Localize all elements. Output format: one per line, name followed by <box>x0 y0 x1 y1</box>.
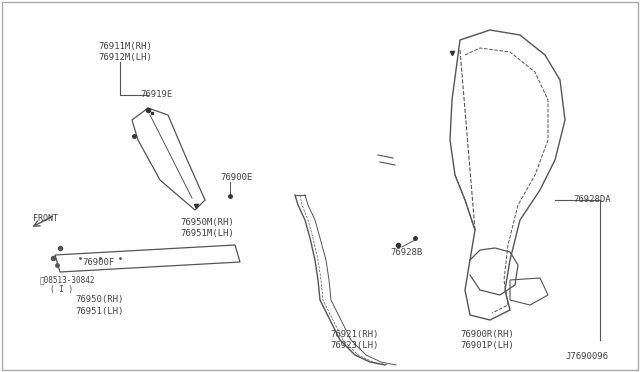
Text: 76951M(LH): 76951M(LH) <box>180 229 234 238</box>
Text: 76919E: 76919E <box>140 90 172 99</box>
Text: ( I ): ( I ) <box>50 285 73 294</box>
Text: 76950(RH): 76950(RH) <box>75 295 124 304</box>
Text: 76900E: 76900E <box>220 173 252 182</box>
Text: 76928DA: 76928DA <box>573 195 611 204</box>
Text: 76911M(RH): 76911M(RH) <box>98 42 152 51</box>
Text: 76928B: 76928B <box>390 248 422 257</box>
Text: 傉08513-30842: 傉08513-30842 <box>40 275 95 284</box>
Text: 76921(RH): 76921(RH) <box>330 330 378 339</box>
Text: 76923(LH): 76923(LH) <box>330 341 378 350</box>
Text: 76912M(LH): 76912M(LH) <box>98 53 152 62</box>
Text: FRONT: FRONT <box>33 214 58 223</box>
Text: 76950M(RH): 76950M(RH) <box>180 218 234 227</box>
Text: 76901P(LH): 76901P(LH) <box>460 341 514 350</box>
Text: 76951(LH): 76951(LH) <box>75 307 124 316</box>
Text: 76900R(RH): 76900R(RH) <box>460 330 514 339</box>
Text: 76900F: 76900F <box>82 258 115 267</box>
Text: J7690096: J7690096 <box>565 352 608 361</box>
